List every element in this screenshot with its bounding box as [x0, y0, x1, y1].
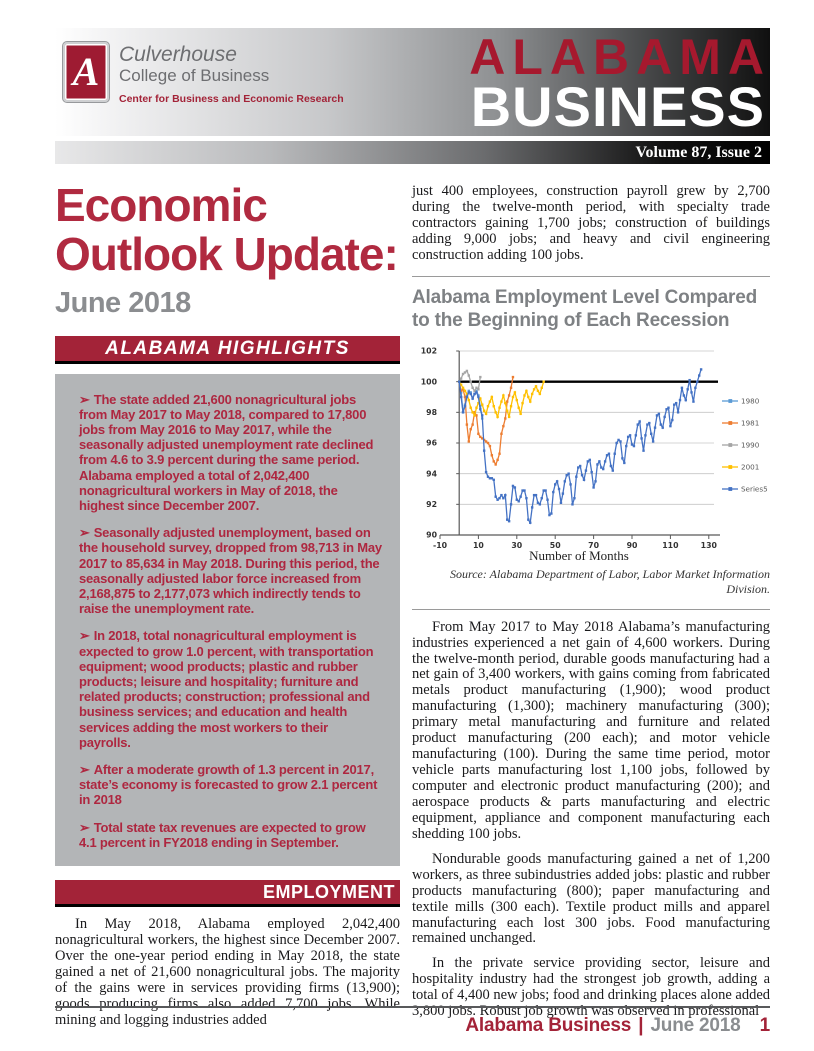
employment-section-header: EMPLOYMENT [55, 879, 400, 907]
body-paragraph: In the private service providing sector,… [412, 955, 770, 1020]
highlights-box: ➢ The state added 21,600 nonagricultural … [55, 373, 400, 866]
highlights-header-label: ALABAMA HIGHLIGHTS [105, 337, 350, 359]
svg-text:70: 70 [588, 541, 599, 550]
divider [412, 275, 770, 277]
footer-publication: Alabama Business [465, 1015, 632, 1036]
svg-text:102: 102 [421, 346, 437, 355]
issue-date: June 2018 [55, 286, 191, 319]
masthead: A Culverhouse College of Business Center… [55, 28, 770, 164]
logo-college-name: College of Business [119, 66, 270, 86]
arrow-bullet-icon: ➢ [79, 819, 90, 835]
publication-title: ALABAMA BUSINESS [469, 32, 765, 138]
article-headline: Economic Outlook Update: [55, 179, 399, 280]
chart-source: Source: Alabama Department of Labor, Lab… [450, 566, 770, 596]
highlight-text: In 2018, total nonagricultural employmen… [79, 628, 374, 750]
line-chart-canvas: 90 92 94 96 98 100 102 -10 10 30 50 70 90 110 130 1980 1… [421, 346, 768, 563]
divider [412, 608, 770, 610]
highlight-text: Seasonally adjusted unemployment, based … [79, 525, 382, 617]
alabama-script-a-icon: A [62, 41, 110, 103]
logo-letter: A [72, 49, 100, 94]
continued-paragraph: just 400 employees, construction payroll… [412, 183, 770, 263]
svg-text:1990: 1990 [741, 440, 760, 449]
page-body: Economic Outlook Update: June 2018 ALABA… [55, 181, 770, 1029]
title-alabama: ALABAMA [469, 29, 771, 85]
svg-text:30: 30 [511, 541, 522, 550]
volume-label: Volume 87, Issue 2 [635, 144, 762, 161]
body-paragraph: From May 2017 to May 2018 Alabama’s manu… [412, 618, 770, 842]
footer-date: June 2018 [650, 1015, 741, 1036]
highlights-section-header: ALABAMA HIGHLIGHTS [55, 335, 400, 364]
highlight-item: ➢ In 2018, total nonagricultural employme… [79, 628, 382, 750]
svg-text:110: 110 [662, 541, 679, 550]
body-paragraph: Nondurable goods manufacturing gained a … [412, 850, 770, 947]
masthead-banner: A Culverhouse College of Business Center… [55, 28, 770, 136]
footer-text: Alabama Business | June 2018 1 [55, 1015, 770, 1037]
highlight-text: Total state tax revenues are expected to… [79, 819, 366, 850]
highlight-item: ➢ The state added 21,600 nonagricultural … [79, 392, 382, 514]
svg-text:10: 10 [473, 541, 484, 550]
logo-text-block: Culverhouse College of Business Center f… [119, 42, 344, 105]
chart-heading: Alabama Employment Level Compared to the… [412, 286, 758, 331]
highlight-item: ➢ After a moderate growth of 1.3 percent … [79, 762, 382, 808]
svg-text:100: 100 [421, 377, 438, 386]
logo-center-name: Center for Business and Economic Researc… [119, 92, 344, 105]
left-column: Economic Outlook Update: June 2018 ALABA… [55, 181, 400, 1029]
svg-text:-10: -10 [433, 541, 448, 550]
arrow-bullet-icon: ➢ [79, 628, 90, 644]
svg-text:98: 98 [426, 408, 437, 417]
svg-text:92: 92 [426, 500, 437, 509]
svg-text:96: 96 [426, 438, 437, 447]
svg-text:90: 90 [627, 541, 638, 550]
arrow-bullet-icon: ➢ [79, 761, 90, 777]
culverhouse-logo: A Culverhouse College of Business Center… [62, 41, 344, 105]
employment-header-label: EMPLOYMENT [262, 881, 395, 902]
title-business: BUSINESS [470, 75, 765, 138]
volume-strip: Volume 87, Issue 2 [55, 141, 770, 164]
highlight-item: ➢ Seasonally adjusted unemployment, based… [79, 525, 382, 616]
highlight-item: ➢ Total state tax revenues are expected t… [79, 820, 382, 850]
svg-text:1980: 1980 [741, 396, 760, 405]
highlight-text: After a moderate growth of 1.3 percent i… [79, 761, 378, 808]
footer-separator: | [638, 1015, 644, 1036]
svg-text:130: 130 [701, 541, 718, 550]
footer-divider [55, 1006, 770, 1008]
highlight-text: The state added 21,600 nonagricultural j… [79, 391, 374, 513]
arrow-bullet-icon: ➢ [79, 391, 90, 407]
svg-text:Number of Months: Number of Months [529, 548, 629, 563]
right-column: just 400 employees, construction payroll… [412, 181, 770, 1029]
svg-text:94: 94 [426, 469, 437, 478]
arrow-bullet-icon: ➢ [79, 525, 90, 541]
page-number: 1 [759, 1015, 771, 1036]
svg-text:2001: 2001 [741, 462, 759, 471]
page-footer: Alabama Business | June 2018 1 [55, 1006, 770, 1037]
svg-text:1981: 1981 [741, 418, 759, 427]
svg-text:Series5: Series5 [741, 484, 768, 493]
logo-school-name: Culverhouse [119, 43, 237, 66]
svg-text:90: 90 [426, 530, 437, 539]
employment-recession-chart: 90 92 94 96 98 100 102 -10 10 30 50 70 90 110 130 1980 1… [412, 339, 770, 597]
svg-text:50: 50 [550, 541, 561, 550]
